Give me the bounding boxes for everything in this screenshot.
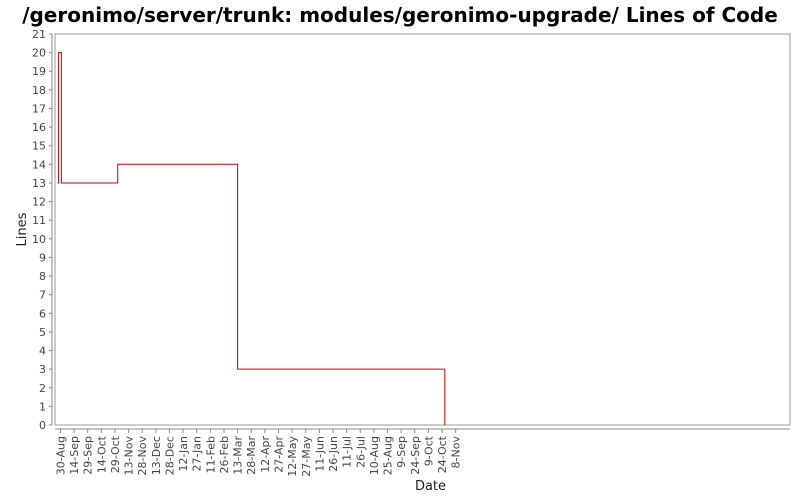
- x-tick-label: 27-Apr: [272, 436, 285, 473]
- x-tick-label: 9-Oct: [422, 435, 435, 466]
- x-tick-label: 25-Aug: [382, 436, 395, 475]
- y-tick-label: 18: [32, 84, 46, 97]
- x-tick-label: 14-Oct: [95, 435, 108, 473]
- x-tick-label: 10-Aug: [368, 436, 381, 475]
- x-tick-label: 27-Jan: [191, 436, 204, 472]
- y-tick-label: 2: [39, 382, 46, 395]
- y-tick-label: 15: [32, 140, 46, 153]
- x-tick-label: 11-Feb: [204, 436, 217, 473]
- x-tick-label: 9-Sep: [395, 436, 408, 468]
- y-tick-label: 12: [32, 196, 46, 209]
- y-tick-label: 8: [39, 270, 46, 283]
- x-tick-label: 13-Dec: [150, 436, 163, 475]
- x-tick-label: 12-Jan: [177, 436, 190, 472]
- x-tick-label: 28-Mar: [245, 436, 258, 475]
- chart-title: /geronimo/server/trunk: modules/geronimo…: [22, 3, 778, 27]
- y-tick-label: 10: [32, 233, 46, 246]
- y-tick-label: 13: [32, 177, 46, 190]
- y-tick-label: 7: [39, 289, 46, 302]
- x-tick-label: 26-Feb: [218, 436, 231, 473]
- x-tick-label: 28-Dec: [163, 436, 176, 475]
- y-tick-label: 20: [32, 47, 46, 60]
- x-tick-label: 27-May: [300, 436, 313, 477]
- x-tick-label: 29-Oct: [109, 435, 122, 473]
- x-tick-label: 26-Jun: [327, 436, 340, 472]
- y-tick-label: 9: [39, 251, 46, 264]
- x-axis-title: Date: [415, 479, 446, 494]
- x-tick-label: 8-Nov: [450, 436, 463, 469]
- x-tick-label: 13-Nov: [123, 436, 136, 476]
- y-tick-label: 3: [39, 363, 46, 376]
- y-tick-label: 0: [39, 419, 46, 432]
- x-tick-label: 30-Aug: [54, 436, 67, 475]
- x-tick-label: 13-Mar: [232, 436, 245, 475]
- y-axis-title: Lines: [15, 212, 30, 246]
- x-tick-label: 12-Apr: [259, 436, 272, 473]
- y-tick-label: 21: [32, 28, 46, 41]
- y-tick-label: 5: [39, 326, 46, 339]
- x-tick-label: 28-Nov: [136, 436, 149, 476]
- x-tick-label: 14-Sep: [68, 436, 81, 475]
- y-tick-label: 4: [39, 345, 46, 358]
- x-tick-label: 12-May: [286, 436, 299, 477]
- y-tick-label: 14: [32, 158, 46, 171]
- y-tick-label: 16: [32, 121, 46, 134]
- x-tick-label: 11-Jul: [341, 436, 354, 468]
- y-tick-label: 11: [32, 214, 46, 227]
- y-tick-label: 19: [32, 65, 46, 78]
- y-tick-label: 1: [39, 400, 46, 413]
- plot-frame: [54, 33, 791, 426]
- x-tick-label: 11-Jun: [313, 436, 326, 472]
- x-tick-label: 24-Oct: [436, 435, 449, 473]
- series-line: [57, 52, 446, 425]
- x-tick-label: 24-Sep: [409, 436, 422, 475]
- x-tick-label: 29-Sep: [82, 436, 95, 475]
- y-tick-label: 17: [32, 102, 46, 115]
- y-tick-label: 6: [39, 307, 46, 320]
- x-tick-label: 26-Jul: [354, 436, 367, 468]
